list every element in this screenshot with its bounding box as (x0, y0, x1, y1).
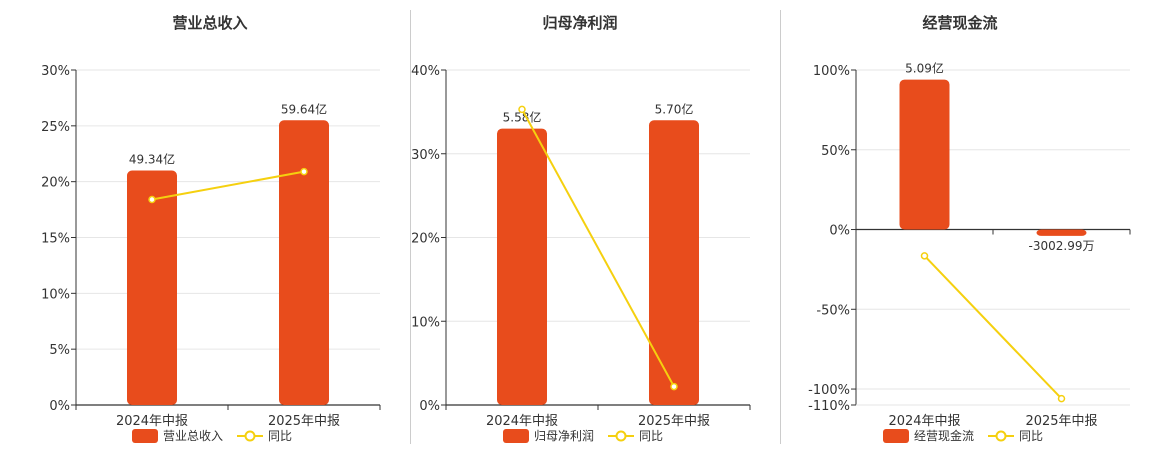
y-tick-label: 15% (41, 232, 70, 247)
y-tick-label: 25% (41, 120, 70, 135)
x-category-label: 2025年中报 (1025, 414, 1097, 429)
legend-swatch-bar (883, 429, 909, 443)
bar (899, 79, 950, 230)
bar-value-label: 59.64亿 (281, 101, 327, 116)
yoy-point (670, 382, 678, 391)
x-category-label: 2024年中报 (486, 414, 558, 429)
legend-label-bar: 经营现金流 (914, 428, 974, 443)
yoy-point (518, 105, 526, 114)
legend-swatch-point (995, 430, 1007, 442)
chart-title: 归母净利润 (542, 14, 617, 32)
bar-value-label: 5.70亿 (655, 101, 694, 116)
y-tick-label: 20% (411, 232, 440, 247)
y-tick-label: -110% (808, 399, 850, 414)
x-category-label: 2024年中报 (116, 414, 188, 429)
y-tick-label: -100% (808, 383, 850, 398)
yoy-point (920, 252, 929, 260)
legend-label-line: 同比 (1019, 429, 1043, 443)
legend-label-bar: 归母净利润 (534, 429, 594, 443)
yoy-point (300, 167, 308, 176)
bar (127, 170, 177, 405)
legend-swatch-point (615, 430, 627, 442)
yoy-point (148, 195, 156, 204)
legend-label-bar: 营业总收入 (163, 429, 223, 443)
bar-value-label: 5.09亿 (905, 61, 944, 76)
y-tick-label: 20% (41, 176, 70, 191)
y-tick-label: 0% (829, 224, 850, 239)
y-tick-label: 10% (41, 287, 70, 302)
yoy-line (521, 108, 675, 388)
legend-label-line: 同比 (268, 429, 292, 443)
y-tick-label: 30% (41, 64, 70, 79)
x-category-label: 2024年中报 (888, 414, 960, 429)
bar-value-label: 5.58亿 (503, 110, 542, 125)
bar (497, 128, 547, 405)
chart-title: 营业总收入 (172, 14, 247, 32)
y-tick-label: 0% (49, 399, 70, 414)
yoy-point (1057, 394, 1066, 403)
panel-divider (410, 10, 411, 444)
y-tick-label: 0% (419, 399, 440, 414)
x-category-label: 2025年中报 (268, 414, 340, 429)
yoy-line (151, 170, 305, 201)
y-tick-label: -50% (816, 303, 850, 318)
legend-label-line: 同比 (639, 429, 663, 443)
chart-title: 经营现金流 (922, 14, 997, 32)
bar (649, 120, 699, 405)
panel-divider (780, 10, 781, 444)
y-tick-label: 30% (411, 148, 440, 163)
legend-swatch-point (244, 430, 256, 442)
legend-swatch-bar (503, 429, 529, 443)
y-tick-label: 100% (813, 64, 850, 79)
y-tick-label: 40% (411, 64, 440, 79)
x-category-label: 2025年中报 (638, 414, 710, 429)
bar (279, 120, 329, 405)
y-tick-label: 5% (49, 343, 70, 358)
y-tick-label: 50% (821, 144, 850, 159)
bar (1036, 229, 1087, 236)
legend-swatch-bar (132, 429, 158, 443)
bar-value-label: 49.34亿 (129, 152, 175, 167)
yoy-line (923, 255, 1063, 400)
bar-value-label: -3002.99万 (1029, 239, 1095, 253)
y-tick-label: 10% (411, 315, 440, 330)
